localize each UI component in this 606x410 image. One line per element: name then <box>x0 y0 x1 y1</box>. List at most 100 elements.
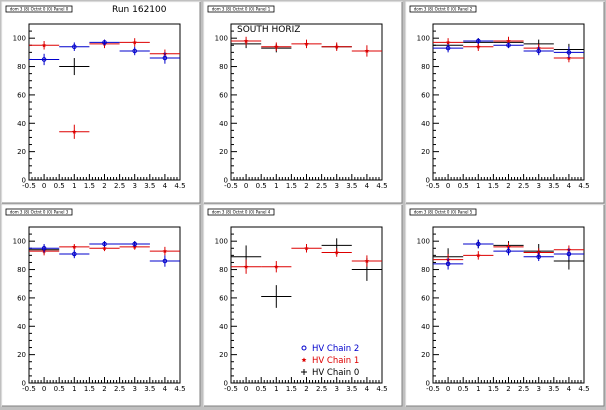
hv-chain-2-point <box>102 241 107 247</box>
x-tick-label: -0.5 <box>426 385 440 393</box>
y-tick-label: 100 <box>417 35 430 43</box>
x-tick-label: 0 <box>244 385 248 393</box>
hv-chain-2-point <box>132 48 137 54</box>
hv-chain-1-point <box>72 129 77 134</box>
hv-chain-2-point <box>566 251 572 257</box>
x-tick-label: 0 <box>42 385 46 393</box>
y-tick-label: 40 <box>17 120 26 128</box>
x-tick-label: -0.5 <box>426 182 440 190</box>
x-tick-label: 2 <box>506 182 510 190</box>
pad-3: dom 3 (8) Octnt 0 (0) Panel 302040608010… <box>1 204 201 407</box>
pad-title-box <box>207 5 275 13</box>
legend-marker-hv-chain-1 <box>301 357 307 363</box>
hv-chain-2-point <box>476 241 481 247</box>
pad-edge <box>2 205 201 407</box>
pad-title-box <box>5 5 73 13</box>
hv-chain-1-point <box>506 244 511 249</box>
legend-label: HV Chain 0 <box>312 368 359 378</box>
y-tick-label: 100 <box>215 35 228 43</box>
pad-background <box>1 1 201 204</box>
x-tick-label: 1.5 <box>84 385 95 393</box>
y-tick-label: 20 <box>17 351 26 359</box>
x-tick-label: 4 <box>365 182 370 190</box>
pad-edge <box>406 2 605 204</box>
x-tick-label: 3 <box>132 182 136 190</box>
hv-chain-1-point <box>334 250 339 255</box>
x-tick-label: 0.5 <box>458 385 469 393</box>
y-tick-label: 100 <box>215 238 228 246</box>
x-tick-label: 3.5 <box>144 385 155 393</box>
x-tick-label: 2 <box>304 182 308 190</box>
hv-chain-2-point <box>102 40 107 45</box>
x-tick-label: 4.5 <box>174 182 185 190</box>
x-tick-label: 0.5 <box>256 385 267 393</box>
hv-chain-1-point <box>243 38 249 43</box>
hv-chain-2-point <box>506 42 511 48</box>
pad-edge <box>406 205 605 407</box>
hv-chain-1-point <box>102 245 107 251</box>
y-tick-label: 0 <box>224 380 228 388</box>
x-tick-label: 3.5 <box>346 385 357 393</box>
y-tick-label: 80 <box>17 63 26 71</box>
y-tick-label: 20 <box>219 351 228 359</box>
x-tick-label: 1 <box>274 182 278 190</box>
x-tick-label: 4.5 <box>578 182 589 190</box>
hv-chain-0-point <box>366 268 368 271</box>
y-tick-label: 60 <box>219 91 228 99</box>
y-tick-label: 80 <box>421 266 430 274</box>
x-tick-label: 3.5 <box>144 182 155 190</box>
hv-chain-2-point <box>162 258 168 264</box>
x-tick-label: 2.5 <box>316 385 327 393</box>
pad-background <box>203 1 403 204</box>
x-tick-label: 1.5 <box>488 182 499 190</box>
x-tick-label: 0 <box>42 182 46 190</box>
pad-title-box <box>409 5 477 13</box>
hv-chain-2-point <box>445 45 451 51</box>
hv-chain-0-point <box>73 65 75 68</box>
hv-chain-1-point <box>334 44 339 49</box>
x-tick-label: 3 <box>536 385 540 393</box>
x-tick-label: 0.5 <box>458 182 469 190</box>
pad-1: dom 3 (8) Octnt 0 (0) Panel 1 SOUTH HORIZ… <box>203 1 403 204</box>
pad-background <box>1 204 201 407</box>
hv-chain-1-point <box>304 41 309 46</box>
hv-chain-1-point <box>364 48 370 53</box>
x-tick-label: 2 <box>304 385 308 393</box>
y-tick-label: 80 <box>219 63 228 71</box>
hv-chain-1-point <box>506 38 511 43</box>
legend-label: HV Chain 2 <box>312 344 359 354</box>
pad-title: dom 3 (8) Octnt 0 (0) Panel 3 <box>10 210 69 215</box>
pad-background <box>405 204 605 407</box>
x-tick-label: 4 <box>163 182 168 190</box>
pad-edge <box>204 205 403 407</box>
y-tick-label: 40 <box>219 323 228 331</box>
y-tick-label: 0 <box>426 380 430 388</box>
pad-title-box <box>409 208 477 216</box>
x-tick-label: 4.5 <box>174 385 185 393</box>
hv-chain-2-point <box>536 254 542 260</box>
hv-chain-1-point <box>243 264 249 269</box>
hv-chain-0-point <box>568 260 570 262</box>
pad-0: dom 3 (8) Octnt 0 (0) Panel 0 Run 162100 0… <box>1 1 201 204</box>
x-tick-label: 3 <box>334 385 338 393</box>
x-tick-label: 1 <box>72 385 76 393</box>
x-tick-label: 1.5 <box>286 385 297 393</box>
y-tick-label: 0 <box>426 177 430 185</box>
y-tick-label: 60 <box>17 294 26 302</box>
y-tick-label: 60 <box>421 294 430 302</box>
hv-chain-2-point <box>536 48 542 54</box>
hv-chain-2-point <box>162 55 168 61</box>
x-tick-label: 4 <box>567 385 572 393</box>
chart-annotation: Run 162100 <box>112 5 167 15</box>
hv-chain-1-point <box>476 44 481 49</box>
x-tick-label: 2.5 <box>518 385 529 393</box>
legend-label: HV Chain 1 <box>312 356 359 366</box>
x-tick-label: 3 <box>334 182 338 190</box>
y-tick-label: 80 <box>17 266 26 274</box>
x-tick-label: 4.5 <box>376 182 387 190</box>
x-tick-label: -0.5 <box>22 385 36 393</box>
hv-chain-1-point <box>536 250 541 255</box>
x-tick-label: 2.5 <box>114 385 125 393</box>
hv-chain-2-point <box>41 245 47 251</box>
y-tick-label: 40 <box>421 120 430 128</box>
